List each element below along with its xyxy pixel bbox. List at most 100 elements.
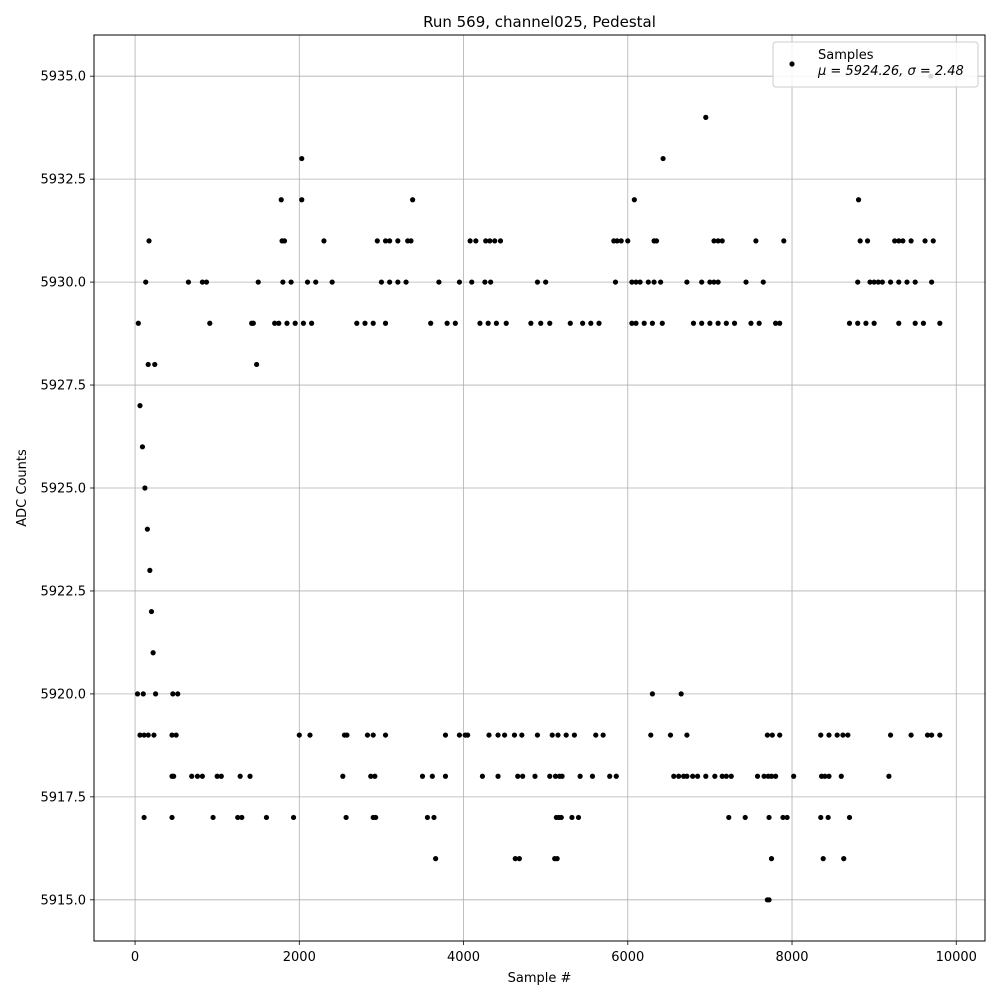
sample-point [820, 856, 826, 862]
sample-point [846, 320, 853, 326]
sample-point [147, 567, 153, 573]
sample-point [452, 320, 458, 326]
sample-point [304, 279, 311, 285]
sample-point [135, 320, 141, 326]
sample-point [766, 897, 772, 903]
sample-point [547, 773, 553, 779]
sample-point [456, 279, 463, 285]
sample-point [719, 773, 725, 779]
sample-point [930, 238, 936, 244]
x-tick-label: 8000 [775, 950, 808, 965]
sample-point [549, 732, 555, 738]
y-tick-label: 5935.0 [41, 70, 87, 85]
sample-point [712, 773, 718, 779]
sample-point [516, 856, 522, 862]
sample-point [543, 279, 549, 285]
sample-point [660, 155, 666, 162]
sample-point [761, 773, 767, 779]
sample-point [631, 197, 637, 203]
sample-point [515, 773, 521, 779]
sample-point [145, 361, 151, 368]
sample-point [826, 732, 832, 738]
x-axis-label: Sample # [508, 971, 572, 986]
sample-point [284, 320, 290, 326]
sample-point [694, 773, 701, 779]
sample-point [896, 238, 902, 244]
sample-point [329, 279, 335, 285]
sample-point [571, 732, 578, 738]
sample-point [924, 732, 931, 738]
sample-point [593, 732, 599, 738]
sample-point [772, 773, 779, 779]
sample-point [485, 320, 491, 326]
sample-point [575, 814, 582, 821]
sample-point [818, 732, 824, 738]
sample-point [841, 856, 847, 862]
sample-point [374, 238, 380, 244]
sample-point [368, 773, 374, 779]
sample-point [145, 732, 151, 738]
sample-point [467, 238, 473, 244]
sample-point [431, 814, 437, 821]
sample-point [492, 238, 498, 244]
legend-series-name: Samples [818, 48, 874, 63]
sample-point [288, 279, 294, 285]
sample-point [151, 732, 157, 738]
sample-point [169, 732, 175, 738]
sample-point [912, 320, 918, 326]
sample-point [908, 732, 914, 738]
sample-point [875, 279, 881, 285]
sample-point [715, 320, 721, 326]
sample-point [235, 814, 241, 821]
sample-point [625, 238, 631, 244]
sample-point [818, 814, 824, 821]
sample-point [534, 279, 541, 285]
sample-point [433, 856, 439, 862]
sample-point [760, 279, 766, 285]
sample-point [772, 320, 779, 326]
sample-point [534, 732, 541, 738]
sample-point [519, 732, 525, 738]
sample-point [904, 279, 910, 285]
sample-point [900, 238, 906, 244]
sample-point [629, 279, 635, 285]
sample-point [555, 732, 561, 738]
sample-point [922, 238, 928, 244]
sample-point [834, 732, 840, 738]
y-axis-label: ADC Counts [15, 449, 30, 527]
sample-point [343, 814, 349, 821]
sample-point [699, 279, 705, 285]
sample-point [362, 320, 368, 326]
sample-point [857, 238, 863, 244]
sample-point [871, 320, 877, 326]
sample-point [651, 279, 657, 285]
sample-point [840, 732, 846, 738]
sample-point [372, 773, 378, 779]
sample-point [690, 320, 697, 326]
sample-point [189, 773, 195, 779]
sample-point [255, 279, 261, 285]
sample-point [707, 279, 713, 285]
sample-point [378, 279, 385, 285]
sample-point [887, 279, 894, 285]
sample-point [387, 238, 393, 244]
sample-point [879, 279, 885, 285]
sample-point [769, 732, 775, 738]
sample-point [855, 279, 861, 285]
x-tick-label: 2000 [283, 950, 316, 965]
sample-point [766, 814, 772, 821]
sample-point [373, 814, 379, 821]
sample-point [299, 197, 305, 203]
sample-point [203, 279, 210, 285]
sample-point [175, 691, 181, 697]
sample-point [281, 238, 288, 244]
sample-point [247, 773, 253, 779]
sample-point [742, 814, 748, 821]
sample-point [148, 608, 155, 615]
sample-point [707, 320, 713, 326]
sample-point [370, 732, 376, 738]
sample-point [436, 279, 442, 285]
sample-point [600, 732, 606, 738]
sample-point [442, 732, 449, 738]
sample-point [272, 320, 278, 326]
